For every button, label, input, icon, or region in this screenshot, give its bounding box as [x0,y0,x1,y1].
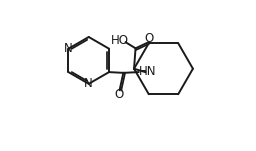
Text: N: N [84,77,93,90]
Text: HN: HN [138,65,156,78]
Text: O: O [114,88,123,101]
Text: O: O [145,32,154,45]
Text: HO: HO [111,34,129,47]
Text: N: N [64,42,73,55]
